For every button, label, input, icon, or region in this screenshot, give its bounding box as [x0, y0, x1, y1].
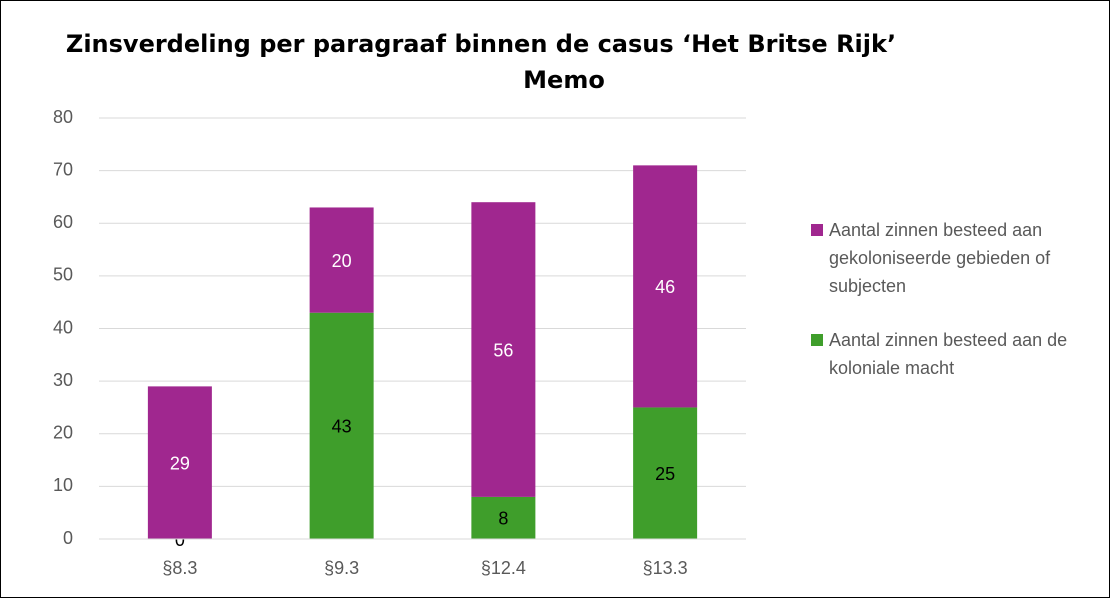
y-tick-label: 30 — [53, 370, 73, 390]
bar-segment — [471, 202, 536, 497]
data-label: 46 — [655, 277, 675, 297]
y-tick-label: 0 — [63, 528, 73, 548]
legend-item: Aantal zinnen besteed aan de koloniale m… — [811, 326, 1101, 382]
data-label: 25 — [655, 464, 675, 484]
bar-segment — [309, 312, 374, 539]
data-label: 0 — [175, 530, 185, 550]
bar-segment — [471, 496, 536, 539]
legend-swatch — [811, 334, 823, 346]
bar-segment — [147, 386, 212, 539]
y-tick-label: 20 — [53, 423, 73, 443]
y-tick-label: 70 — [53, 159, 73, 179]
chart-subtitle: Memo — [523, 66, 605, 94]
y-tick-label: 60 — [53, 212, 73, 232]
data-label: 20 — [332, 251, 352, 271]
bar-segment — [633, 165, 698, 408]
y-tick-label: 80 — [53, 107, 73, 127]
legend-label: Aantal zinnen besteed aan gekoloniseerde… — [829, 220, 1051, 296]
legend-item: Aantal zinnen besteed aan gekoloniseerde… — [811, 216, 1101, 300]
chart-title: Zinsverdeling per paragraaf binnen de ca… — [66, 30, 896, 58]
x-tick-label: §12.4 — [481, 558, 526, 578]
data-label: 29 — [170, 453, 190, 473]
y-tick-label: 50 — [53, 265, 73, 285]
data-label: 56 — [493, 340, 513, 360]
legend: Aantal zinnen besteed aan gekoloniseerde… — [811, 216, 1101, 408]
y-tick-label: 40 — [53, 317, 73, 337]
y-tick-label: 10 — [53, 475, 73, 495]
data-label: 43 — [332, 417, 352, 437]
data-label: 8 — [498, 509, 508, 529]
x-tick-label: §13.3 — [643, 558, 688, 578]
bar-segment — [633, 407, 698, 539]
x-tick-label: §9.3 — [324, 558, 359, 578]
bar-segment — [309, 207, 374, 313]
legend-label: Aantal zinnen besteed aan de koloniale m… — [829, 330, 1068, 378]
legend-swatch — [811, 224, 823, 236]
x-tick-label: §8.3 — [162, 558, 197, 578]
